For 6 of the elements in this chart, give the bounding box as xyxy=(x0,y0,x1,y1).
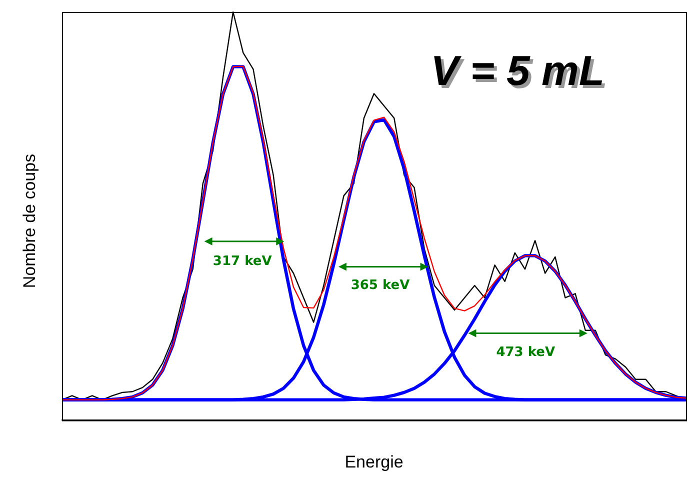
annotation: V = 5 mL xyxy=(434,50,608,97)
annotation: 365 keV xyxy=(350,278,410,293)
x-axis-title: Energie xyxy=(344,452,404,472)
annotation: 317 keV xyxy=(212,254,272,270)
annotation: 473 keV xyxy=(496,345,556,360)
y-axis-title: Nombre de coups xyxy=(20,154,40,288)
